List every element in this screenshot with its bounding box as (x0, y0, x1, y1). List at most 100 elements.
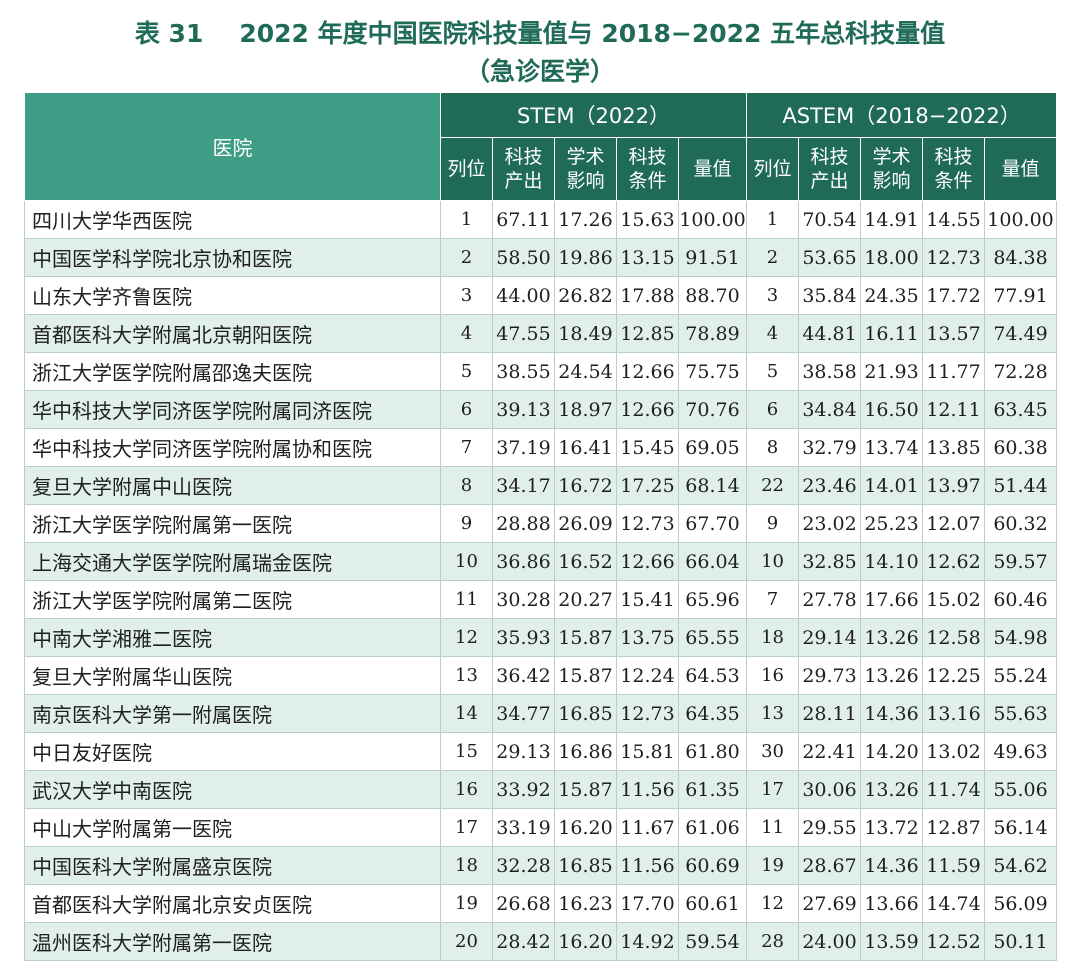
value-cell: 55.24 (984, 656, 1058, 695)
rank-cell: 17 (440, 808, 493, 847)
column-header-line: 学术 (566, 146, 605, 168)
column-header-line: 量值 (693, 158, 732, 180)
value-cell: 14.20 (860, 732, 924, 771)
value-cell: 12.25 (922, 656, 986, 695)
value-cell: 54.98 (984, 618, 1058, 657)
rank-cell: 4 (440, 314, 493, 353)
value-cell: 19.86 (554, 238, 617, 277)
value-cell: 12.73 (922, 238, 986, 277)
table-row: 首都医科大学附属北京朝阳医院 4 47.55 18.49 12.85 78.89 4 44.8… (24, 314, 1058, 353)
column-header-line: 产出 (504, 170, 543, 192)
value-cell: 12.87 (922, 808, 986, 847)
value-cell: 15.63 (616, 200, 679, 239)
rank-cell: 19 (440, 884, 493, 923)
column-header-line: 产出 (810, 170, 849, 192)
value-cell: 11.56 (616, 846, 679, 885)
value-cell: 16.23 (554, 884, 617, 923)
value-cell: 49.63 (984, 732, 1058, 771)
value-cell: 16.11 (860, 314, 924, 353)
column-header-line: 列位 (447, 158, 486, 180)
value-cell: 63.45 (984, 390, 1058, 429)
value-cell: 26.82 (554, 276, 617, 315)
value-cell: 38.58 (798, 352, 862, 391)
rank-cell: 3 (440, 276, 493, 315)
value-cell: 21.93 (860, 352, 924, 391)
hospital-name-cell: 四川大学华西医院 (24, 200, 441, 239)
rank-cell: 5 (746, 352, 800, 391)
value-cell: 56.09 (984, 884, 1058, 923)
value-cell: 26.09 (554, 504, 617, 543)
rank-cell: 7 (440, 428, 493, 467)
value-cell: 13.97 (922, 466, 986, 505)
table-row: 华中科技大学同济医学院附属协和医院 7 37.19 16.41 15.45 69.05 8 3… (24, 428, 1058, 467)
value-cell: 17.25 (616, 466, 679, 505)
column-header-line: 列位 (753, 158, 792, 180)
title-text: 2022 年度中国医院科技量值与 2018−2022 五年总科技量值 (239, 19, 946, 48)
value-cell: 13.57 (922, 314, 986, 353)
value-cell: 53.65 (798, 238, 862, 277)
rank-cell: 19 (746, 846, 800, 885)
rank-cell: 1 (440, 200, 493, 239)
rank-cell: 10 (746, 542, 800, 581)
value-cell: 16.52 (554, 542, 617, 581)
value-cell: 100.00 (984, 200, 1058, 239)
value-cell: 55.63 (984, 694, 1058, 733)
value-cell: 15.41 (616, 580, 679, 619)
rank-cell: 15 (440, 732, 493, 771)
value-cell: 13.02 (922, 732, 986, 771)
column-header: 量值 (677, 137, 748, 201)
value-cell: 14.55 (922, 200, 986, 239)
value-cell: 14.36 (860, 694, 924, 733)
value-cell: 14.74 (922, 884, 986, 923)
rank-cell: 6 (440, 390, 493, 429)
hospital-name-cell: 山东大学齐鲁医院 (24, 276, 441, 315)
value-cell: 69.05 (677, 428, 748, 467)
value-cell: 39.13 (492, 390, 555, 429)
column-header-line: 科技 (810, 146, 849, 168)
column-header-line: 科技 (934, 146, 973, 168)
hospital-name-cell: 中山大学附属第一医院 (24, 808, 441, 847)
rank-cell: 7 (746, 580, 800, 619)
hospital-name-cell: 温州医科大学附属第一医院 (24, 922, 441, 961)
rank-cell: 2 (440, 238, 493, 277)
value-cell: 34.77 (492, 694, 555, 733)
value-cell: 17.70 (616, 884, 679, 923)
rank-cell: 16 (746, 656, 800, 695)
value-cell: 12.73 (616, 694, 679, 733)
value-cell: 37.19 (492, 428, 555, 467)
stem-group-header: STEM（2022） (439, 92, 748, 138)
column-header-line: 影响 (872, 170, 911, 192)
hospital-name-cell: 中国医学科学院北京协和医院 (24, 238, 441, 277)
value-cell: 75.75 (677, 352, 748, 391)
value-cell: 29.73 (798, 656, 862, 695)
value-cell: 65.55 (677, 618, 748, 657)
value-cell: 29.13 (492, 732, 555, 771)
hospital-name-cell: 复旦大学附属华山医院 (24, 656, 441, 695)
value-cell: 23.02 (798, 504, 862, 543)
hospital-name-cell: 首都医科大学附属北京朝阳医院 (24, 314, 441, 353)
value-cell: 28.42 (492, 922, 555, 961)
column-header-line: 科技 (504, 146, 543, 168)
value-cell: 16.20 (554, 922, 617, 961)
value-cell: 32.28 (492, 846, 555, 885)
column-header-line: 学术 (872, 146, 911, 168)
table-title: 表 31 2022 年度中国医院科技量值与 2018−2022 五年总科技量值 （… (0, 14, 1080, 90)
value-cell: 26.68 (492, 884, 555, 923)
value-cell: 14.36 (860, 846, 924, 885)
value-cell: 16.72 (554, 466, 617, 505)
table-row: 华中科技大学同济医学院附属同济医院 6 39.13 18.97 12.66 70.76 6 3… (24, 390, 1058, 429)
value-cell: 66.04 (677, 542, 748, 581)
value-cell: 59.54 (677, 922, 748, 961)
group-header-row: 医院 STEM（2022） ASTEM（2018−2022） (24, 92, 1058, 201)
column-header: 学术 影响 (860, 137, 924, 201)
value-cell: 28.67 (798, 846, 862, 885)
value-cell: 22.41 (798, 732, 862, 771)
value-cell: 56.14 (984, 808, 1058, 847)
value-cell: 20.27 (554, 580, 617, 619)
value-cell: 28.88 (492, 504, 555, 543)
value-cell: 68.14 (677, 466, 748, 505)
rank-cell: 18 (746, 618, 800, 657)
value-cell: 33.19 (492, 808, 555, 847)
value-cell: 11.67 (616, 808, 679, 847)
column-header: 科技 产出 (798, 137, 862, 201)
